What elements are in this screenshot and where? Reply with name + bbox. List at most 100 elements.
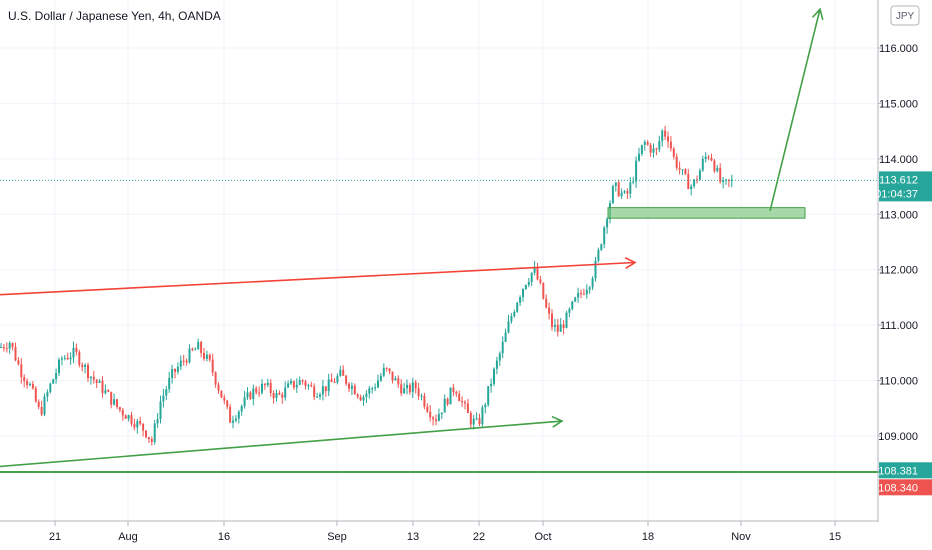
candle-body: [606, 218, 609, 228]
candle-body: [153, 423, 156, 442]
candle-body: [31, 384, 34, 389]
x-tick-label: 15: [829, 531, 841, 543]
candle-body: [159, 401, 162, 420]
candle-body: [333, 381, 336, 383]
candle-body: [316, 396, 319, 398]
candle-body: [313, 386, 316, 398]
candle-body: [594, 260, 597, 279]
candle-body: [661, 130, 664, 142]
candle-body: [336, 375, 339, 383]
candle-body: [263, 383, 266, 386]
candle-body: [716, 167, 719, 172]
candle-body: [243, 397, 246, 407]
candle-body: [542, 282, 545, 299]
candle-body: [643, 141, 646, 145]
candle-body: [211, 359, 214, 373]
x-tick-label: 21: [49, 531, 61, 543]
price-badge: [879, 479, 932, 496]
candle-body: [440, 412, 443, 415]
candle-body: [722, 180, 725, 182]
price-badge-label: 113.612: [879, 174, 918, 186]
candle-body: [600, 244, 603, 250]
candle-body: [730, 179, 733, 182]
candle-body: [408, 384, 411, 393]
candle-body: [339, 369, 342, 376]
candle-body: [40, 406, 43, 415]
candle-body: [124, 415, 127, 419]
candle-body: [635, 160, 638, 182]
candle-body: [577, 293, 580, 298]
candle-body: [107, 390, 110, 392]
candle-body: [95, 379, 98, 383]
candle-body: [478, 418, 481, 425]
candle-body: [646, 141, 649, 145]
candle-body: [142, 423, 145, 431]
candle-body: [379, 375, 382, 381]
candle-body: [324, 386, 327, 392]
candle-body: [406, 384, 408, 389]
candle-body: [400, 384, 403, 394]
x-tick-label: Aug: [118, 531, 138, 543]
candle-body: [632, 181, 635, 183]
candle-body: [205, 354, 208, 359]
candle-body: [559, 324, 562, 332]
candle-body: [304, 381, 307, 386]
candle-body: [240, 406, 243, 412]
candle-body: [292, 380, 295, 388]
candle-body: [672, 148, 675, 157]
price-badge: [879, 462, 932, 479]
candle-body: [414, 382, 417, 389]
projection-line: [769, 9, 821, 212]
candle-body: [29, 384, 31, 386]
candle-body: [693, 179, 696, 187]
price-badge-label: 108.340: [878, 482, 918, 494]
candle-body: [121, 409, 124, 416]
candle-body: [481, 407, 484, 425]
y-tick-label: 109.000: [878, 431, 918, 443]
candle-body: [382, 367, 385, 376]
candle-body: [229, 406, 232, 423]
candle-body: [652, 148, 655, 153]
candle-body: [614, 182, 617, 187]
candle-body: [113, 399, 116, 405]
candle-body: [394, 378, 397, 381]
candle-body: [469, 412, 472, 425]
candle-body: [617, 182, 620, 197]
candle-body: [197, 341, 200, 350]
y-tick-label: 114.000: [879, 154, 918, 166]
candle-body: [58, 359, 60, 374]
candle-body: [530, 272, 533, 282]
candle-body: [52, 379, 55, 384]
candle-body: [72, 347, 75, 358]
candle-body: [261, 383, 263, 393]
currency-button[interactable]: JPY: [890, 5, 920, 26]
candle-body: [191, 348, 194, 350]
candle-body: [626, 191, 629, 194]
candle-body: [301, 380, 304, 382]
support-line: [0, 420, 563, 468]
price-badge-countdown: 01:04:37: [875, 188, 918, 200]
candle-body: [519, 297, 522, 303]
candle-body: [194, 349, 197, 351]
candle-body: [359, 396, 362, 401]
candle-body: [203, 352, 205, 359]
candle-body: [475, 418, 478, 420]
candle-body: [522, 288, 524, 298]
candle-body: [37, 401, 40, 407]
candle-body: [675, 156, 678, 168]
candle-body: [597, 249, 600, 261]
candle-body: [319, 394, 321, 397]
candle-body: [78, 351, 81, 366]
candle-body: [87, 364, 89, 379]
candle-body: [145, 430, 147, 438]
candle-body: [371, 388, 374, 390]
candle-body: [116, 399, 118, 408]
candle-body: [524, 284, 527, 289]
candle-body: [417, 388, 420, 397]
candle-body: [403, 388, 406, 394]
candle-body: [252, 388, 255, 399]
candle-body: [655, 148, 658, 150]
candle-body: [574, 297, 577, 302]
candle-body: [539, 279, 542, 283]
